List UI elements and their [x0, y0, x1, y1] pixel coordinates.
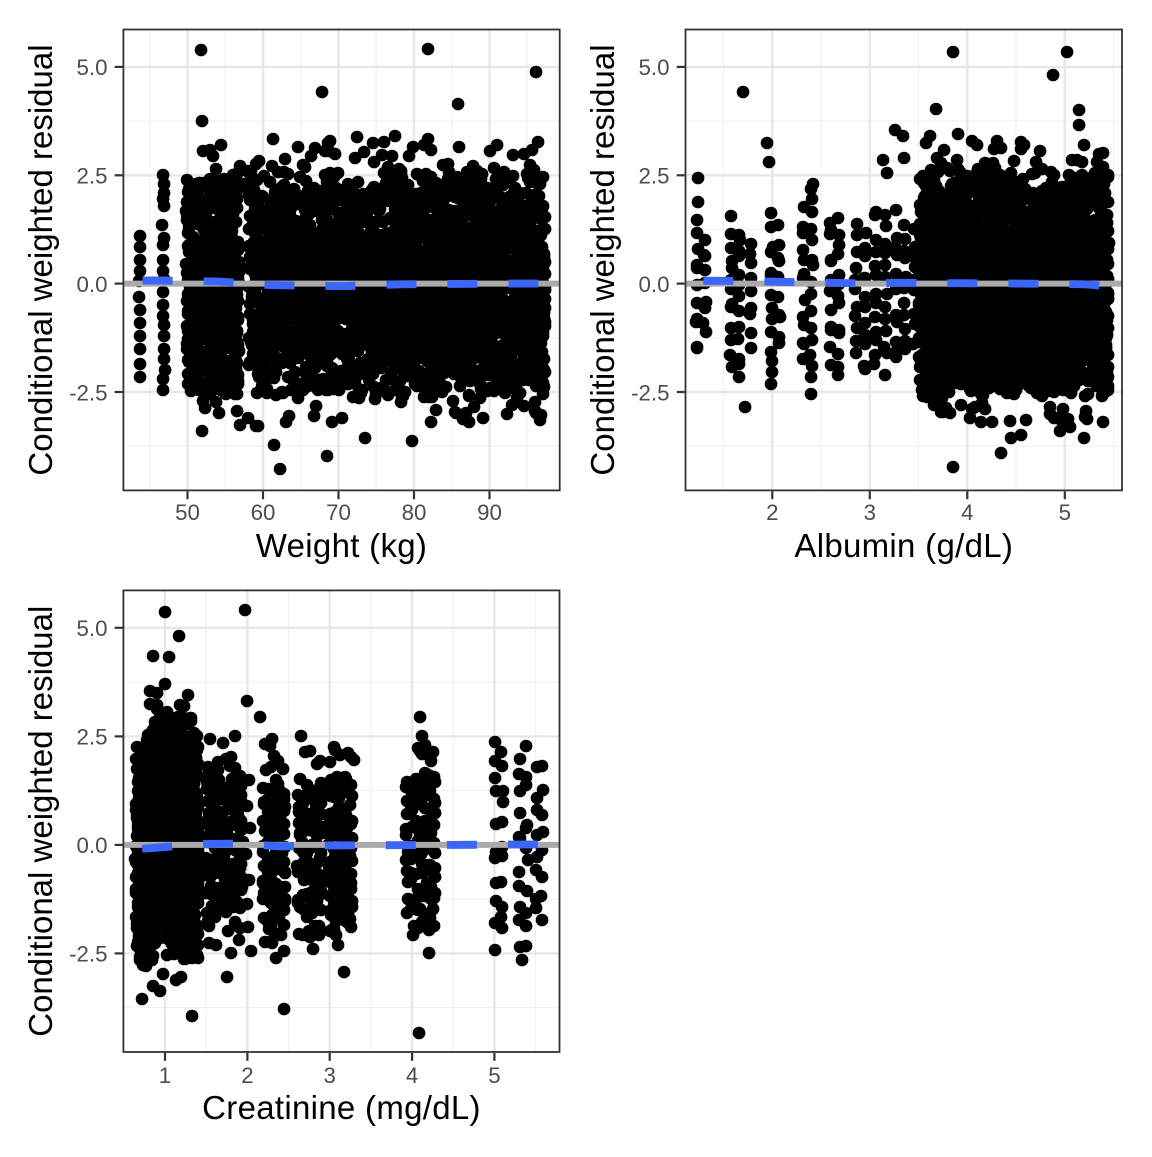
- svg-text:3: 3: [323, 1063, 335, 1088]
- svg-text:70: 70: [326, 500, 351, 525]
- svg-text:Albumin (g/dL): Albumin (g/dL): [794, 527, 1013, 564]
- svg-text:0.0: 0.0: [77, 272, 108, 297]
- svg-text:80: 80: [402, 500, 427, 525]
- svg-text:Weight (kg): Weight (kg): [256, 527, 427, 564]
- svg-text:Conditional weighted residual: Conditional weighted residual: [22, 606, 59, 1037]
- svg-text:-2.5: -2.5: [69, 380, 107, 405]
- svg-text:50: 50: [175, 500, 200, 525]
- svg-text:5.0: 5.0: [77, 55, 108, 80]
- svg-text:-2.5: -2.5: [69, 942, 107, 967]
- svg-text:Conditional weighted residual: Conditional weighted residual: [584, 44, 621, 475]
- svg-text:3: 3: [864, 500, 876, 525]
- svg-text:5: 5: [1059, 500, 1071, 525]
- svg-text:90: 90: [477, 500, 502, 525]
- svg-text:4: 4: [961, 500, 973, 525]
- svg-text:0.0: 0.0: [639, 272, 670, 297]
- svg-text:2: 2: [766, 500, 778, 525]
- svg-text:2.5: 2.5: [77, 164, 108, 189]
- svg-text:5.0: 5.0: [77, 616, 108, 641]
- svg-text:-2.5: -2.5: [631, 380, 669, 405]
- svg-text:5.0: 5.0: [639, 55, 670, 80]
- svg-text:0.0: 0.0: [77, 833, 108, 858]
- svg-text:Creatinine (mg/dL): Creatinine (mg/dL): [202, 1089, 481, 1126]
- svg-text:2.5: 2.5: [77, 725, 108, 750]
- svg-text:Conditional weighted residual: Conditional weighted residual: [22, 44, 59, 475]
- svg-text:60: 60: [251, 500, 276, 525]
- svg-text:2: 2: [241, 1063, 253, 1088]
- svg-text:1: 1: [159, 1063, 171, 1088]
- svg-text:5: 5: [488, 1063, 500, 1088]
- svg-text:4: 4: [406, 1063, 418, 1088]
- svg-text:2.5: 2.5: [639, 164, 670, 189]
